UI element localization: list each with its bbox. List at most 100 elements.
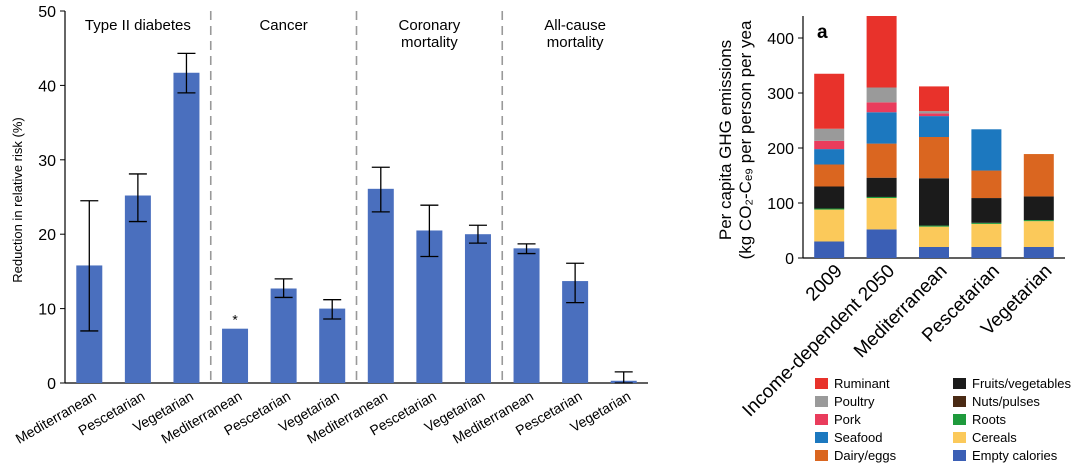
bar-segment <box>814 241 845 258</box>
y-tick-label: 100 <box>767 196 794 213</box>
bar-segment <box>919 137 949 179</box>
legend-swatch <box>953 413 966 425</box>
legend-swatch <box>953 395 966 407</box>
bar-segment <box>866 102 897 113</box>
group-title: Cancer <box>259 17 307 34</box>
y-tick-label: 30 <box>38 153 56 170</box>
legend-swatch <box>953 431 966 443</box>
legend-column-1: Ruminant Poultry Pork Seafood Dairy/eggs <box>815 374 896 464</box>
bar-segment <box>919 247 949 258</box>
bar-segment <box>866 198 897 230</box>
risk-reduction-chart: 0 10 20 30 40 50 Type II diabetes Mediterranea… <box>10 4 648 447</box>
legend-label: Cereals <box>972 429 1017 445</box>
legend-swatch <box>953 377 966 389</box>
bar-segment <box>919 178 949 226</box>
bar-segment <box>866 143 897 178</box>
ghg-chart-ylabel-line1: Per capita GHG emissions <box>716 40 735 240</box>
legend-item: Empty calories <box>953 446 1071 464</box>
bar <box>173 72 200 383</box>
y-tick-label: 40 <box>38 78 56 95</box>
bar-segment <box>814 186 845 209</box>
bar-segment <box>919 226 949 247</box>
legend-label: Ruminant <box>834 375 890 391</box>
legend-item: Nuts/pulses <box>953 392 1071 410</box>
legend-item: Pork <box>815 410 896 428</box>
y-tick-label: 20 <box>38 227 56 244</box>
legend-item: Poultry <box>815 392 896 410</box>
group-title: mortality <box>401 34 458 51</box>
bar-segment <box>971 223 1002 247</box>
bar-segment <box>971 170 1002 199</box>
bar-segment <box>919 116 949 137</box>
bar-segment <box>1023 196 1054 221</box>
bar-segment <box>971 129 1002 171</box>
bar <box>513 248 540 383</box>
panel-label: a <box>817 22 828 43</box>
legend-label: Roots <box>972 411 1006 427</box>
y-tick-label: 200 <box>767 141 794 158</box>
legend-item: Ruminant <box>815 374 896 392</box>
bar-segment <box>814 209 845 242</box>
bar-segment <box>1023 220 1054 222</box>
risk-chart-axes: 0 10 20 30 40 50 <box>38 4 648 393</box>
ghg-chart-ylabel-line2: (kg CO₂-Cₑ₉ per person per yea <box>736 20 755 259</box>
legend-item: Seafood <box>815 428 896 446</box>
risk-chart-ylabel: Reduction in relative risk (%) <box>10 117 25 282</box>
legend-swatch <box>815 449 828 461</box>
bar <box>222 328 249 383</box>
y-tick-label: 10 <box>38 302 56 319</box>
group-title: mortality <box>547 34 604 51</box>
x-tick-label: 2009 <box>802 261 847 306</box>
legend-label: Poultry <box>834 393 875 409</box>
legend-swatch <box>815 377 828 389</box>
legend-label: Fruits/vegetables <box>972 375 1071 391</box>
bar-segment <box>1023 154 1054 197</box>
y-tick-label: 300 <box>767 86 794 103</box>
bar-segment <box>919 225 949 227</box>
bar <box>464 234 491 383</box>
bar <box>270 288 297 383</box>
legend-item: Cereals <box>953 428 1071 446</box>
risk-chart-groups: Type II diabetesMediterraneanPescetarian… <box>13 11 637 447</box>
bar-segment <box>919 86 949 112</box>
y-tick-label: 400 <box>767 31 794 48</box>
bar-segment <box>814 73 845 129</box>
group-title: All-cause <box>544 17 606 34</box>
x-tick-label: Mediterranean <box>850 261 951 362</box>
y-tick-label: 0 <box>47 376 56 393</box>
bar-segment <box>1023 221 1054 247</box>
y-tick-label: 0 <box>785 251 794 268</box>
bar-segment <box>866 87 897 103</box>
bar-segment <box>814 140 845 150</box>
bar <box>124 195 151 383</box>
bar-segment <box>1023 247 1054 258</box>
significance-marker: * <box>232 312 238 328</box>
bar-segment <box>866 16 897 88</box>
y-tick-label: 50 <box>38 4 56 21</box>
bar-segment <box>814 164 845 187</box>
legend-swatch <box>953 449 966 461</box>
legend-label: Dairy/eggs <box>834 447 897 463</box>
bar-segment <box>971 222 1002 224</box>
bar-segment <box>971 247 1002 258</box>
legend-label: Empty calories <box>972 447 1058 463</box>
bar-segment <box>814 208 845 210</box>
bar-segment <box>814 128 845 141</box>
bar-segment <box>971 198 1002 223</box>
stacked-bar-0: 2009 <box>802 73 847 306</box>
legend-swatch <box>815 413 828 425</box>
legend-item: Dairy/eggs <box>815 446 896 464</box>
bar <box>367 188 394 383</box>
legend-label: Seafood <box>834 429 883 445</box>
bar-segment <box>866 177 897 197</box>
group-title: Type II diabetes <box>85 17 191 34</box>
group-title: Coronary <box>399 17 461 34</box>
legend-item: Roots <box>953 410 1071 428</box>
x-tick-label: Mediterranean <box>13 388 99 447</box>
bar-segment <box>866 196 897 199</box>
legend-swatch <box>815 431 828 443</box>
bar-segment <box>919 113 949 117</box>
bar-segment <box>866 112 897 144</box>
bar-segment <box>919 111 949 114</box>
